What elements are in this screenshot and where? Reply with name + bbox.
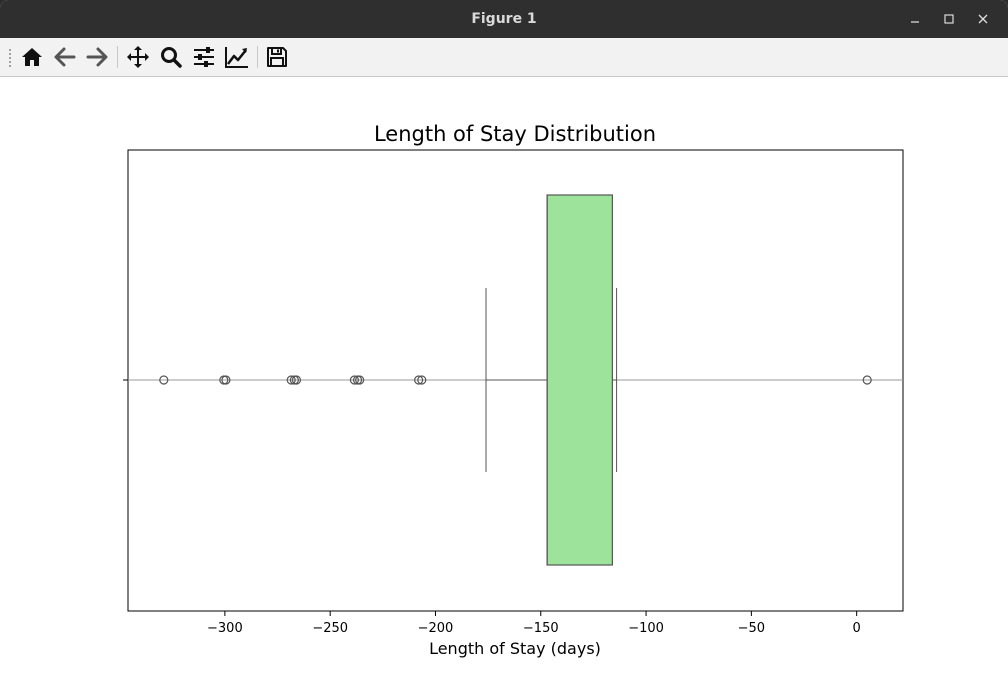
configure-subplots-button[interactable] [189, 42, 219, 72]
outlier-point [355, 375, 365, 385]
iqr-box [546, 194, 613, 566]
x-tick-label: −100 [628, 621, 664, 636]
minimize-button[interactable] [898, 0, 932, 38]
x-axis: −300 −250 −200 −150 −100 −50 0 [123, 379, 861, 636]
back-button[interactable] [50, 42, 80, 72]
outlier-point [291, 375, 302, 385]
x-tick-label: −50 [738, 621, 765, 636]
toolbar-separator [117, 46, 118, 68]
maximize-button[interactable] [932, 0, 966, 38]
forward-arrow-icon [86, 47, 108, 67]
outlier-point [349, 375, 359, 385]
minimize-icon [911, 21, 919, 23]
x-tick-label: −200 [418, 621, 454, 636]
outlier-point [286, 375, 296, 385]
close-button[interactable] [966, 0, 1000, 38]
configure-subplots-icon [194, 47, 214, 67]
zoom-button[interactable] [156, 42, 186, 72]
window-title: Figure 1 [471, 11, 537, 27]
x-tick-label: −150 [523, 621, 559, 636]
outlier-point [159, 375, 169, 385]
save-icon [267, 47, 287, 67]
zoom-icon [161, 47, 182, 68]
save-button[interactable] [262, 42, 292, 72]
pan-icon [127, 46, 149, 68]
pan-button[interactable] [123, 42, 153, 72]
x-tick-label: −300 [207, 621, 243, 636]
x-tick-label: 0 [853, 621, 861, 636]
boxplot-group [128, 194, 903, 566]
chart[interactable]: Length of Stay Distribution −300 −250 −200… [0, 77, 1008, 680]
back-arrow-icon [54, 47, 76, 67]
maximize-icon [944, 14, 954, 24]
x-axis-label: Length of Stay (days) [429, 639, 601, 658]
outlier-point [417, 375, 427, 385]
toolbar-separator [257, 46, 258, 68]
navigation-toolbar [0, 38, 1008, 77]
edit-axis-icon [225, 47, 248, 68]
figure-canvas[interactable]: Length of Stay Distribution −300 −250 −200… [0, 77, 1008, 680]
outlier-point [221, 375, 231, 385]
x-tick-label: −250 [312, 621, 348, 636]
chart-title: Length of Stay Distribution [374, 122, 656, 146]
home-icon [22, 48, 42, 66]
toolbar-grip[interactable] [8, 48, 12, 68]
outlier-point [414, 375, 424, 385]
close-icon [978, 14, 988, 24]
edit-axis-button[interactable] [222, 42, 252, 72]
forward-button[interactable] [82, 42, 112, 72]
window-controls [898, 0, 1000, 38]
outlier-point [862, 375, 872, 385]
title-bar[interactable]: Figure 1 [0, 0, 1008, 38]
home-button[interactable] [17, 42, 47, 72]
